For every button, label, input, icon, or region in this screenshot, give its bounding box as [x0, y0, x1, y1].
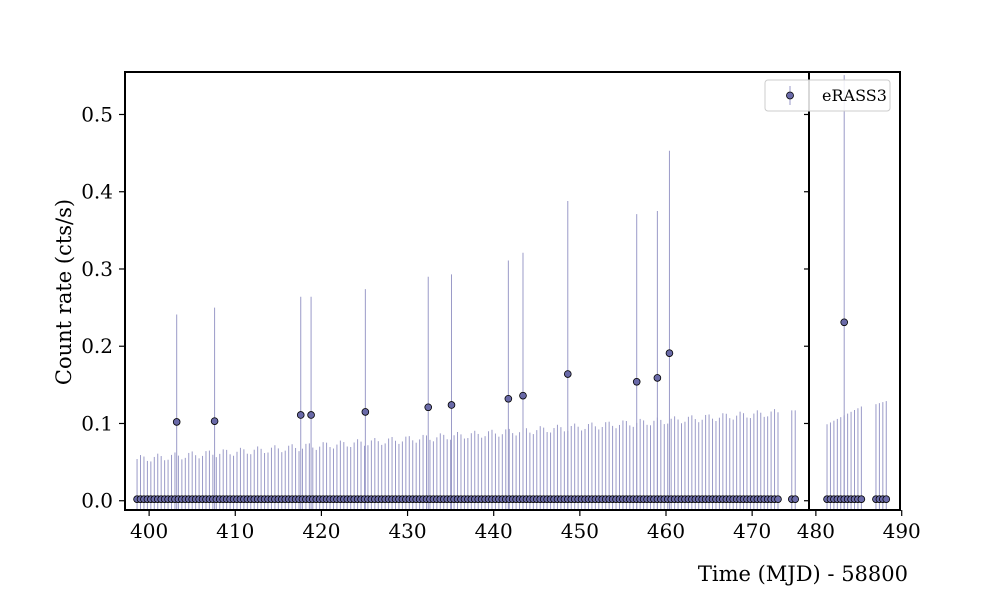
x-tick-label: 450 — [561, 519, 599, 543]
x-axis-label: Time (MJD) - 58800 — [698, 562, 908, 586]
data-point — [172, 418, 181, 426]
data-point — [504, 394, 513, 403]
y-tick-label: 0.0 — [81, 489, 113, 513]
data-point — [361, 408, 370, 416]
x-tick-label: 460 — [647, 519, 685, 543]
panel-frame-2 — [808, 71, 901, 511]
legend-marker — [786, 91, 794, 100]
data-point — [296, 411, 305, 419]
x-tick-label: 490 — [883, 519, 921, 543]
x-tick-label: 410 — [216, 519, 254, 543]
data-point — [791, 495, 800, 503]
x-tick-label: 480 — [797, 519, 835, 543]
data-point — [519, 391, 527, 400]
y-tick-label: 0.5 — [81, 102, 113, 126]
x-tick-label: 440 — [475, 519, 513, 543]
data-point — [653, 374, 662, 382]
data-point — [665, 349, 674, 357]
data-point — [632, 377, 641, 386]
x-tick-label: 430 — [388, 519, 426, 543]
panel-frame-1 — [124, 71, 810, 511]
x-tick-label: 420 — [302, 519, 340, 543]
data-point — [882, 495, 891, 503]
data-point — [563, 370, 572, 378]
legend-box — [764, 79, 891, 112]
data-point — [774, 495, 782, 503]
legend: eRASS3 — [764, 79, 891, 112]
data-point — [447, 401, 456, 409]
data-point — [307, 411, 315, 419]
data-point — [424, 403, 433, 412]
data-point — [857, 495, 866, 503]
y-tick-label: 0.3 — [81, 257, 113, 281]
x-tick-label: 470 — [733, 519, 771, 543]
data-point — [210, 417, 219, 425]
plot-layer: 400 410 420 430 440 450 460 470 480 490 0.0 0.1 0.2 0… — [81, 71, 921, 543]
y-axis-label: Count rate (cts/s) — [52, 199, 76, 385]
y-tick-label: 0.4 — [81, 180, 113, 204]
data-point — [840, 318, 848, 327]
y-tick-label: 0.2 — [81, 334, 113, 358]
legend-label-erass3: eRASS3 — [822, 86, 887, 105]
y-tick-label: 0.1 — [81, 411, 113, 435]
x-tick-label: 400 — [130, 519, 168, 543]
